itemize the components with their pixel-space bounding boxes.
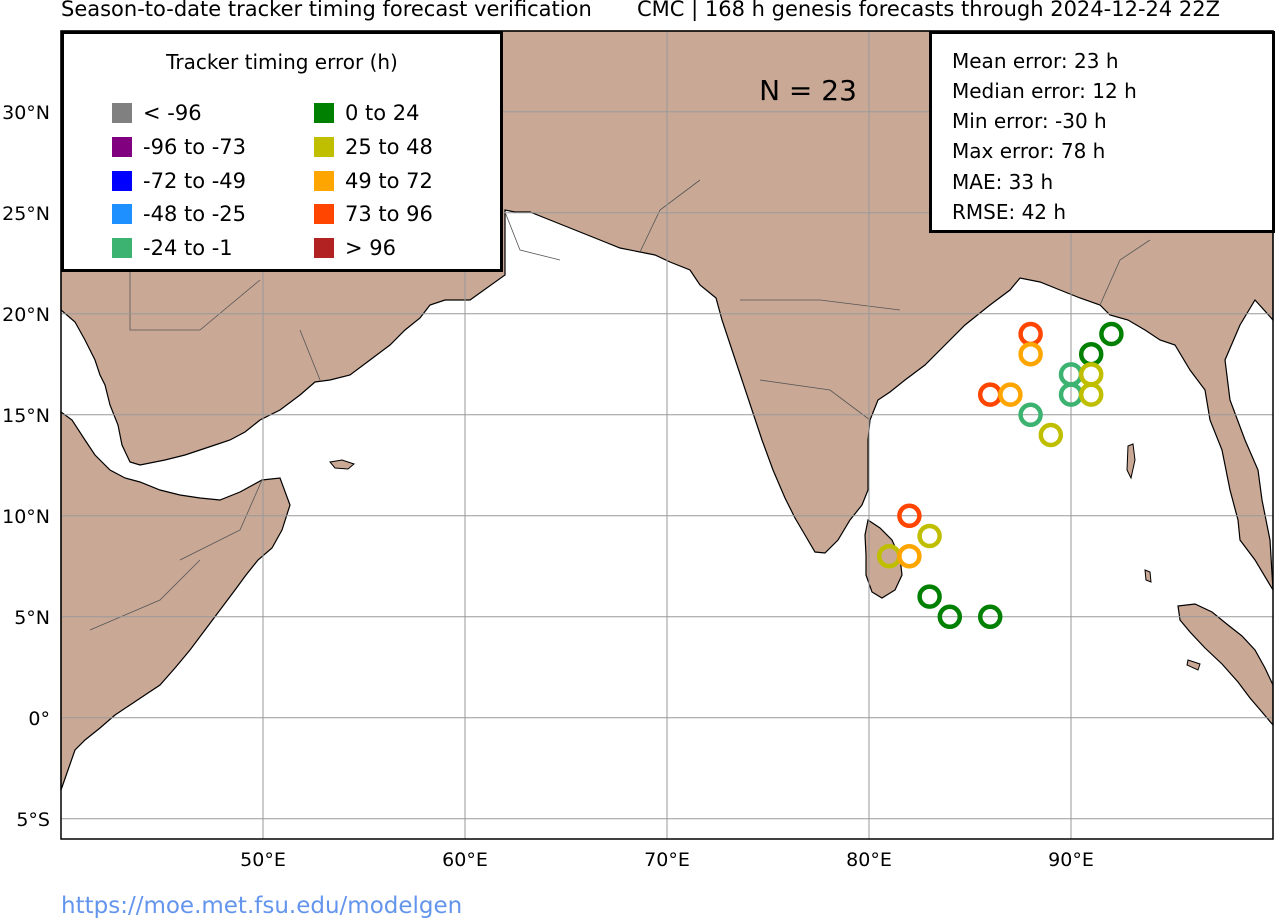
legend-swatch (314, 204, 334, 225)
title-left: Season-to-date tracker timing forecast v… (61, 0, 592, 21)
stat-median: Median error: 12 h (952, 79, 1137, 103)
stat-min: Min error: -30 h (952, 109, 1107, 133)
land-socotra (329, 459, 356, 470)
stat-mean: Mean error: 23 h (952, 49, 1119, 73)
legend-label: 25 to 48 (345, 134, 433, 159)
forecast-point-marker (897, 543, 922, 569)
legend-label: 49 to 72 (345, 168, 433, 193)
forecast-point-marker (917, 523, 942, 549)
stats-panel: Mean error: 23 h Median error: 12 h Min … (929, 31, 1275, 233)
legend-swatch (112, 170, 132, 191)
legend-label: 73 to 96 (345, 202, 433, 227)
forecast-point-marker (1099, 321, 1124, 347)
forecast-point-marker (977, 604, 1003, 630)
lon-tick-label: 70°E (644, 849, 690, 871)
source-url-link[interactable]: https://moe.met.fsu.edu/modelgen (61, 893, 463, 919)
land-andaman (1126, 443, 1136, 480)
legend-label: > 96 (345, 236, 396, 261)
forecast-point-marker (1018, 341, 1043, 367)
lat-tick-label: 15°N (2, 405, 50, 427)
forecast-point-marker (917, 584, 942, 609)
forecast-point-marker (897, 503, 922, 529)
legend-swatch (112, 103, 132, 123)
legend-label: 0 to 24 (345, 101, 420, 125)
legend-item: 0 to 24 (314, 100, 420, 126)
lon-tick-label: 90°E (1048, 849, 1094, 871)
map-frame (60, 30, 1274, 840)
land-nicobar (1144, 569, 1152, 583)
legend-swatch (112, 204, 132, 225)
legend-item: -48 to -25 (112, 201, 246, 227)
legend-label: -24 to -1 (143, 236, 233, 261)
legend-item: 49 to 72 (314, 168, 433, 194)
lat-tick-label: 20°N (2, 304, 50, 326)
axis-ticks: 30°N 25°N 20°N 15°N 10°N 5°N 0° 5°S 50°E 60°E 70°E… (2, 102, 1094, 871)
legend-swatch (314, 103, 334, 123)
legend-item: > 96 (314, 235, 396, 261)
legend-swatch (314, 136, 334, 157)
lon-tick-label: 60°E (442, 849, 488, 871)
title-right: CMC | 168 h genesis forecasts through 20… (637, 0, 1221, 21)
lon-tick-label: 80°E (846, 849, 892, 871)
land-sri-lanka (864, 519, 903, 599)
legend-item: < -96 (112, 100, 202, 126)
stat-mae: MAE: 33 h (952, 170, 1054, 194)
stat-rmse: RMSE: 42 h (952, 200, 1067, 224)
legend-label: -96 to -73 (143, 134, 247, 159)
legend-label: < -96 (143, 101, 202, 125)
legend-label: -72 to -49 (143, 168, 247, 193)
legend-swatch (314, 238, 334, 259)
legend-item: -24 to -1 (112, 235, 233, 261)
internal-borders (89, 179, 1151, 631)
land-africa (60, 410, 291, 791)
legend-label: -48 to -25 (143, 202, 247, 227)
legend-item: 73 to 96 (314, 201, 433, 227)
lat-tick-label: 30°N (2, 102, 50, 124)
lat-tick-label: 5°S (16, 809, 50, 831)
forecast-point-marker (1078, 382, 1104, 407)
land-simeulue (1186, 659, 1201, 671)
forecast-point-marker (1038, 422, 1064, 448)
legend-item: -72 to -49 (112, 168, 246, 194)
forecast-point-marker (1018, 402, 1043, 428)
legend: Tracker timing error (h) < -96 -96 to -73… (61, 31, 503, 272)
stat-max: Max error: 78 h (952, 139, 1106, 163)
count-label: N = 23 (759, 74, 857, 107)
forecast-point-marker (937, 604, 963, 630)
forecast-points (876, 321, 1124, 630)
legend-swatch (112, 238, 132, 259)
legend-swatch (314, 170, 334, 191)
legend-item: 25 to 48 (314, 134, 433, 160)
lat-tick-label: 25°N (2, 203, 50, 225)
lon-tick-label: 50°E (240, 849, 286, 871)
lat-tick-label: 0° (28, 708, 50, 730)
legend-item: -96 to -73 (112, 134, 246, 160)
lat-tick-label: 5°N (14, 607, 50, 629)
legend-title: Tracker timing error (h) (166, 50, 398, 74)
lat-tick-label: 10°N (2, 506, 50, 528)
forecast-point-marker (998, 382, 1023, 407)
legend-swatch (112, 136, 132, 157)
